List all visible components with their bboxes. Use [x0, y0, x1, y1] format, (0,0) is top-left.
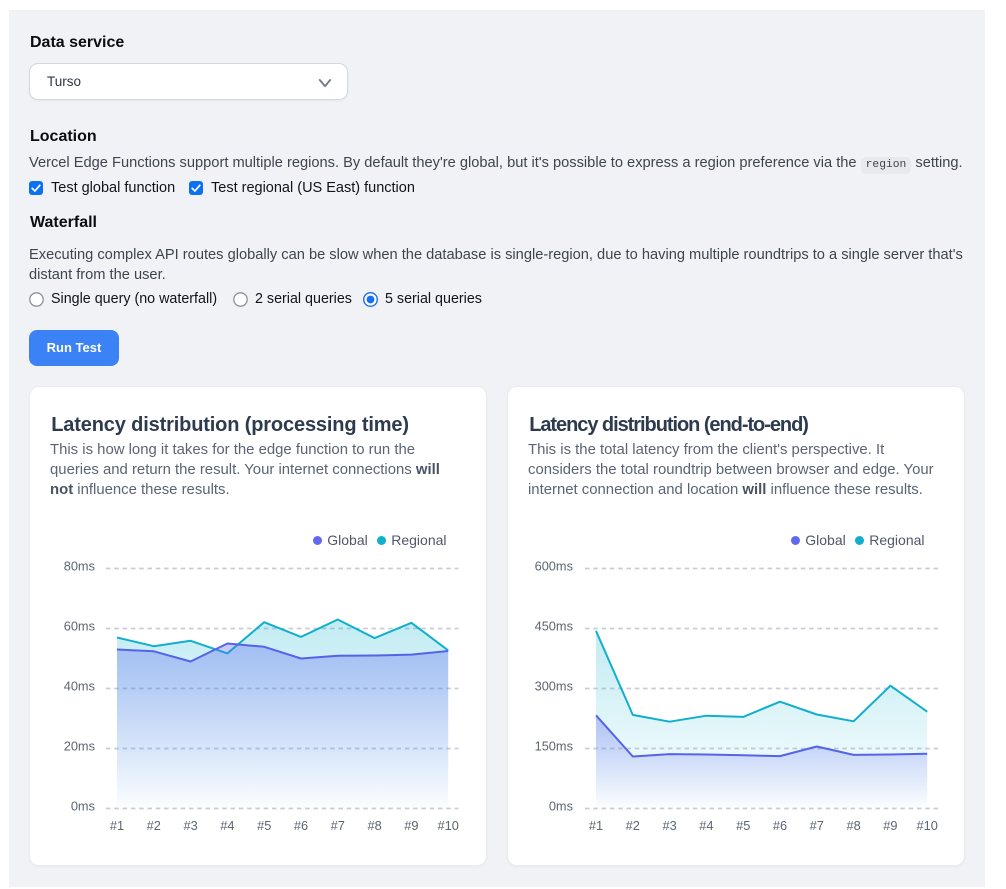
svg-text:#8: #8 — [367, 818, 381, 833]
svg-text:#5: #5 — [257, 818, 271, 833]
svg-text:600ms: 600ms — [534, 559, 572, 574]
svg-text:#4: #4 — [220, 818, 234, 833]
svg-text:#3: #3 — [183, 818, 197, 833]
svg-text:#3: #3 — [662, 818, 676, 833]
svg-text:#9: #9 — [404, 818, 418, 833]
svg-text:20ms: 20ms — [63, 739, 94, 754]
svg-text:#4: #4 — [699, 818, 713, 833]
svg-text:#10: #10 — [437, 818, 458, 833]
svg-text:#6: #6 — [293, 818, 307, 833]
svg-text:#2: #2 — [146, 818, 160, 833]
svg-text:#10: #10 — [916, 818, 937, 833]
svg-text:60ms: 60ms — [63, 619, 94, 634]
svg-text:#7: #7 — [809, 818, 823, 833]
svg-text:0ms: 0ms — [70, 799, 94, 814]
svg-text:#1: #1 — [588, 818, 602, 833]
svg-text:#9: #9 — [883, 818, 897, 833]
svg-text:#8: #8 — [846, 818, 860, 833]
svg-text:150ms: 150ms — [534, 739, 572, 754]
svg-text:#2: #2 — [625, 818, 639, 833]
svg-text:#7: #7 — [330, 818, 344, 833]
svg-text:#6: #6 — [772, 818, 786, 833]
svg-text:0ms: 0ms — [548, 799, 572, 814]
svg-text:40ms: 40ms — [63, 679, 94, 694]
svg-text:300ms: 300ms — [534, 679, 572, 694]
svg-text:80ms: 80ms — [63, 559, 94, 574]
svg-text:450ms: 450ms — [534, 619, 572, 634]
svg-text:#5: #5 — [736, 818, 750, 833]
svg-text:#1: #1 — [109, 818, 123, 833]
